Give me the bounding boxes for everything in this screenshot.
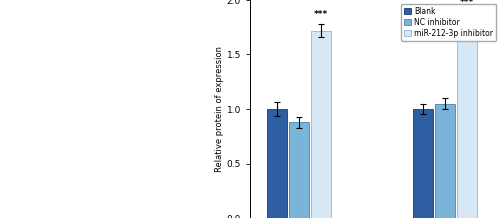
Bar <box>457 20 477 218</box>
Bar <box>288 122 309 218</box>
Legend: Blank, NC inhibitor, miR-212-3p inhibitor: Blank, NC inhibitor, miR-212-3p inhibito… <box>401 4 496 41</box>
Bar <box>310 31 331 218</box>
Text: ***: *** <box>460 0 474 7</box>
Y-axis label: Relative protein of expression: Relative protein of expression <box>215 46 224 172</box>
Text: ***: *** <box>314 10 328 19</box>
Bar <box>435 104 455 218</box>
Bar <box>413 109 434 218</box>
Bar <box>266 109 287 218</box>
